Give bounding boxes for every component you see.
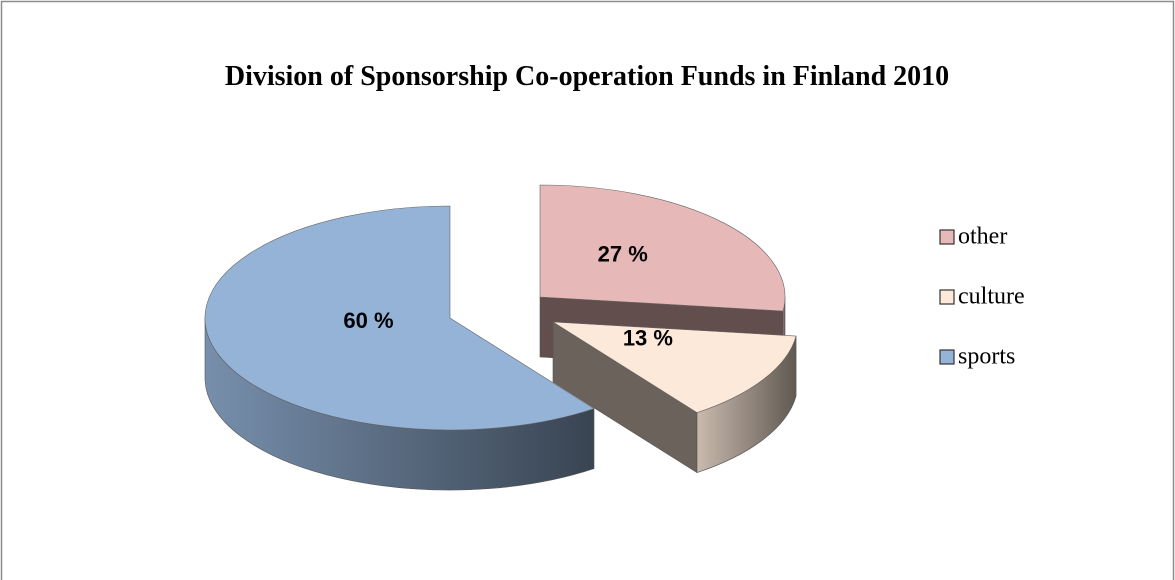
chart-title: Division of Sponsorship Co-operation Fun… bbox=[225, 61, 949, 92]
legend: other culture sports bbox=[939, 224, 1025, 370]
value-label: 13 % bbox=[623, 325, 673, 350]
slice-top bbox=[204, 205, 595, 431]
value-label: 60 % bbox=[343, 308, 393, 333]
legend-label: other bbox=[958, 224, 1007, 250]
pie: 27 % 60 % 13 % bbox=[204, 184, 797, 491]
value-label: 27 % bbox=[598, 241, 648, 266]
legend-label: culture bbox=[958, 284, 1025, 310]
legend-swatch bbox=[939, 289, 955, 305]
slice-top bbox=[552, 321, 797, 413]
legend-swatch bbox=[939, 349, 955, 365]
slice-top bbox=[539, 184, 786, 312]
legend-swatch bbox=[939, 229, 955, 245]
legend-label: sports bbox=[958, 344, 1015, 370]
